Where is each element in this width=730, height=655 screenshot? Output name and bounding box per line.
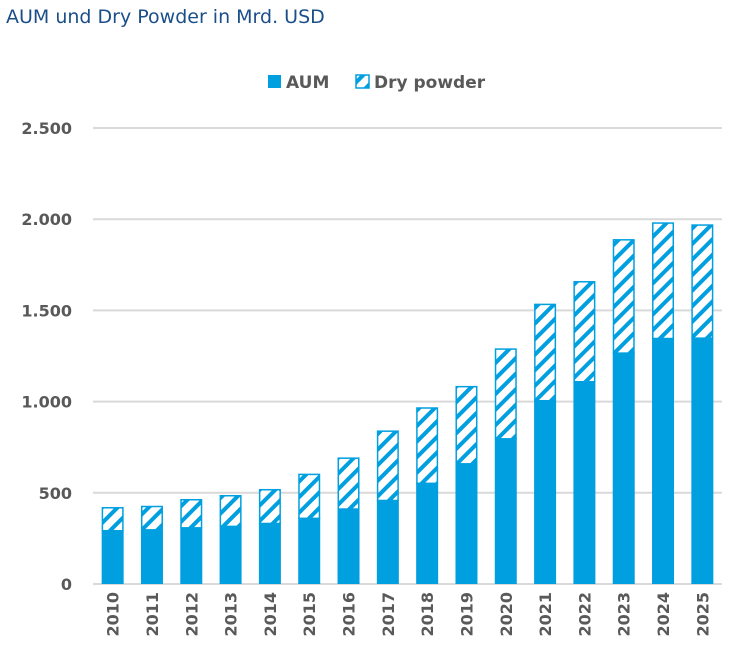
y-tick-label: 2.000: [21, 210, 72, 229]
bar-aum: [140, 529, 163, 584]
legend-swatch-aum: [268, 75, 281, 88]
legend-label-dry-powder: Dry powder: [374, 73, 486, 93]
bar-aum: [573, 380, 596, 584]
x-tick-label: 2017: [379, 592, 398, 637]
bar-dry-powder: [416, 407, 439, 485]
bar-aum: [612, 352, 635, 584]
x-tick-label: 2010: [104, 592, 123, 637]
bar-dry-powder: [219, 494, 242, 528]
bar-dry-powder: [652, 222, 675, 340]
bar-dry-powder: [101, 507, 124, 532]
bar-aum: [298, 517, 321, 584]
bar-dry-powder: [534, 303, 557, 402]
bar-aum: [337, 508, 360, 584]
x-tick-label: 2013: [222, 592, 241, 637]
x-tick-label: 2018: [418, 592, 437, 637]
y-tick-label: 2.500: [21, 119, 72, 138]
x-tick-label: 2024: [654, 592, 673, 637]
bar-aum: [258, 522, 281, 584]
x-tick-label: 2014: [261, 592, 280, 637]
legend-swatch-dry-powder: [355, 74, 370, 89]
bar-aum: [494, 438, 517, 584]
bar-dry-powder: [140, 505, 163, 531]
bar-dry-powder: [298, 473, 321, 520]
x-tick-label: 2022: [575, 592, 594, 637]
x-tick-label: 2020: [497, 592, 516, 637]
x-tick-label: 2011: [143, 592, 162, 637]
bar-aum: [101, 530, 124, 584]
bar-dry-powder: [180, 499, 203, 529]
bar-aum: [416, 482, 439, 584]
bar-dry-powder: [455, 385, 478, 465]
bar-aum: [455, 463, 478, 584]
bar-dry-powder: [376, 430, 399, 502]
bar-dry-powder: [258, 488, 281, 525]
legend-label-aum: AUM: [286, 73, 329, 93]
x-tick-label: 2025: [693, 592, 712, 637]
y-tick-label: 500: [39, 484, 72, 503]
x-tick-label: 2015: [300, 592, 319, 637]
chart-title: AUM und Dry Powder in Mrd. USD: [6, 6, 325, 28]
bar-dry-powder: [612, 239, 635, 354]
bar-aum: [652, 337, 675, 584]
x-tick-label: 2016: [340, 592, 359, 637]
x-tick-label: 2012: [182, 592, 201, 637]
y-tick-label: 1.000: [21, 393, 72, 412]
bar-aum: [376, 499, 399, 584]
bar-dry-powder: [691, 224, 714, 339]
bar-dry-powder: [494, 348, 517, 440]
legend: AUM Dry powder: [268, 73, 486, 93]
bar-aum: [691, 337, 714, 584]
bar-dry-powder: [573, 281, 596, 383]
x-tick-label: 2021: [536, 592, 555, 637]
bar-aum: [534, 399, 557, 584]
bar-aum: [180, 527, 203, 584]
bar-dry-powder: [337, 457, 360, 510]
x-tick-label: 2023: [615, 592, 634, 637]
x-tick-label: 2019: [457, 592, 476, 637]
bar-aum: [219, 525, 242, 584]
y-tick-label: 0: [61, 575, 72, 594]
y-tick-label: 1.500: [21, 301, 72, 320]
